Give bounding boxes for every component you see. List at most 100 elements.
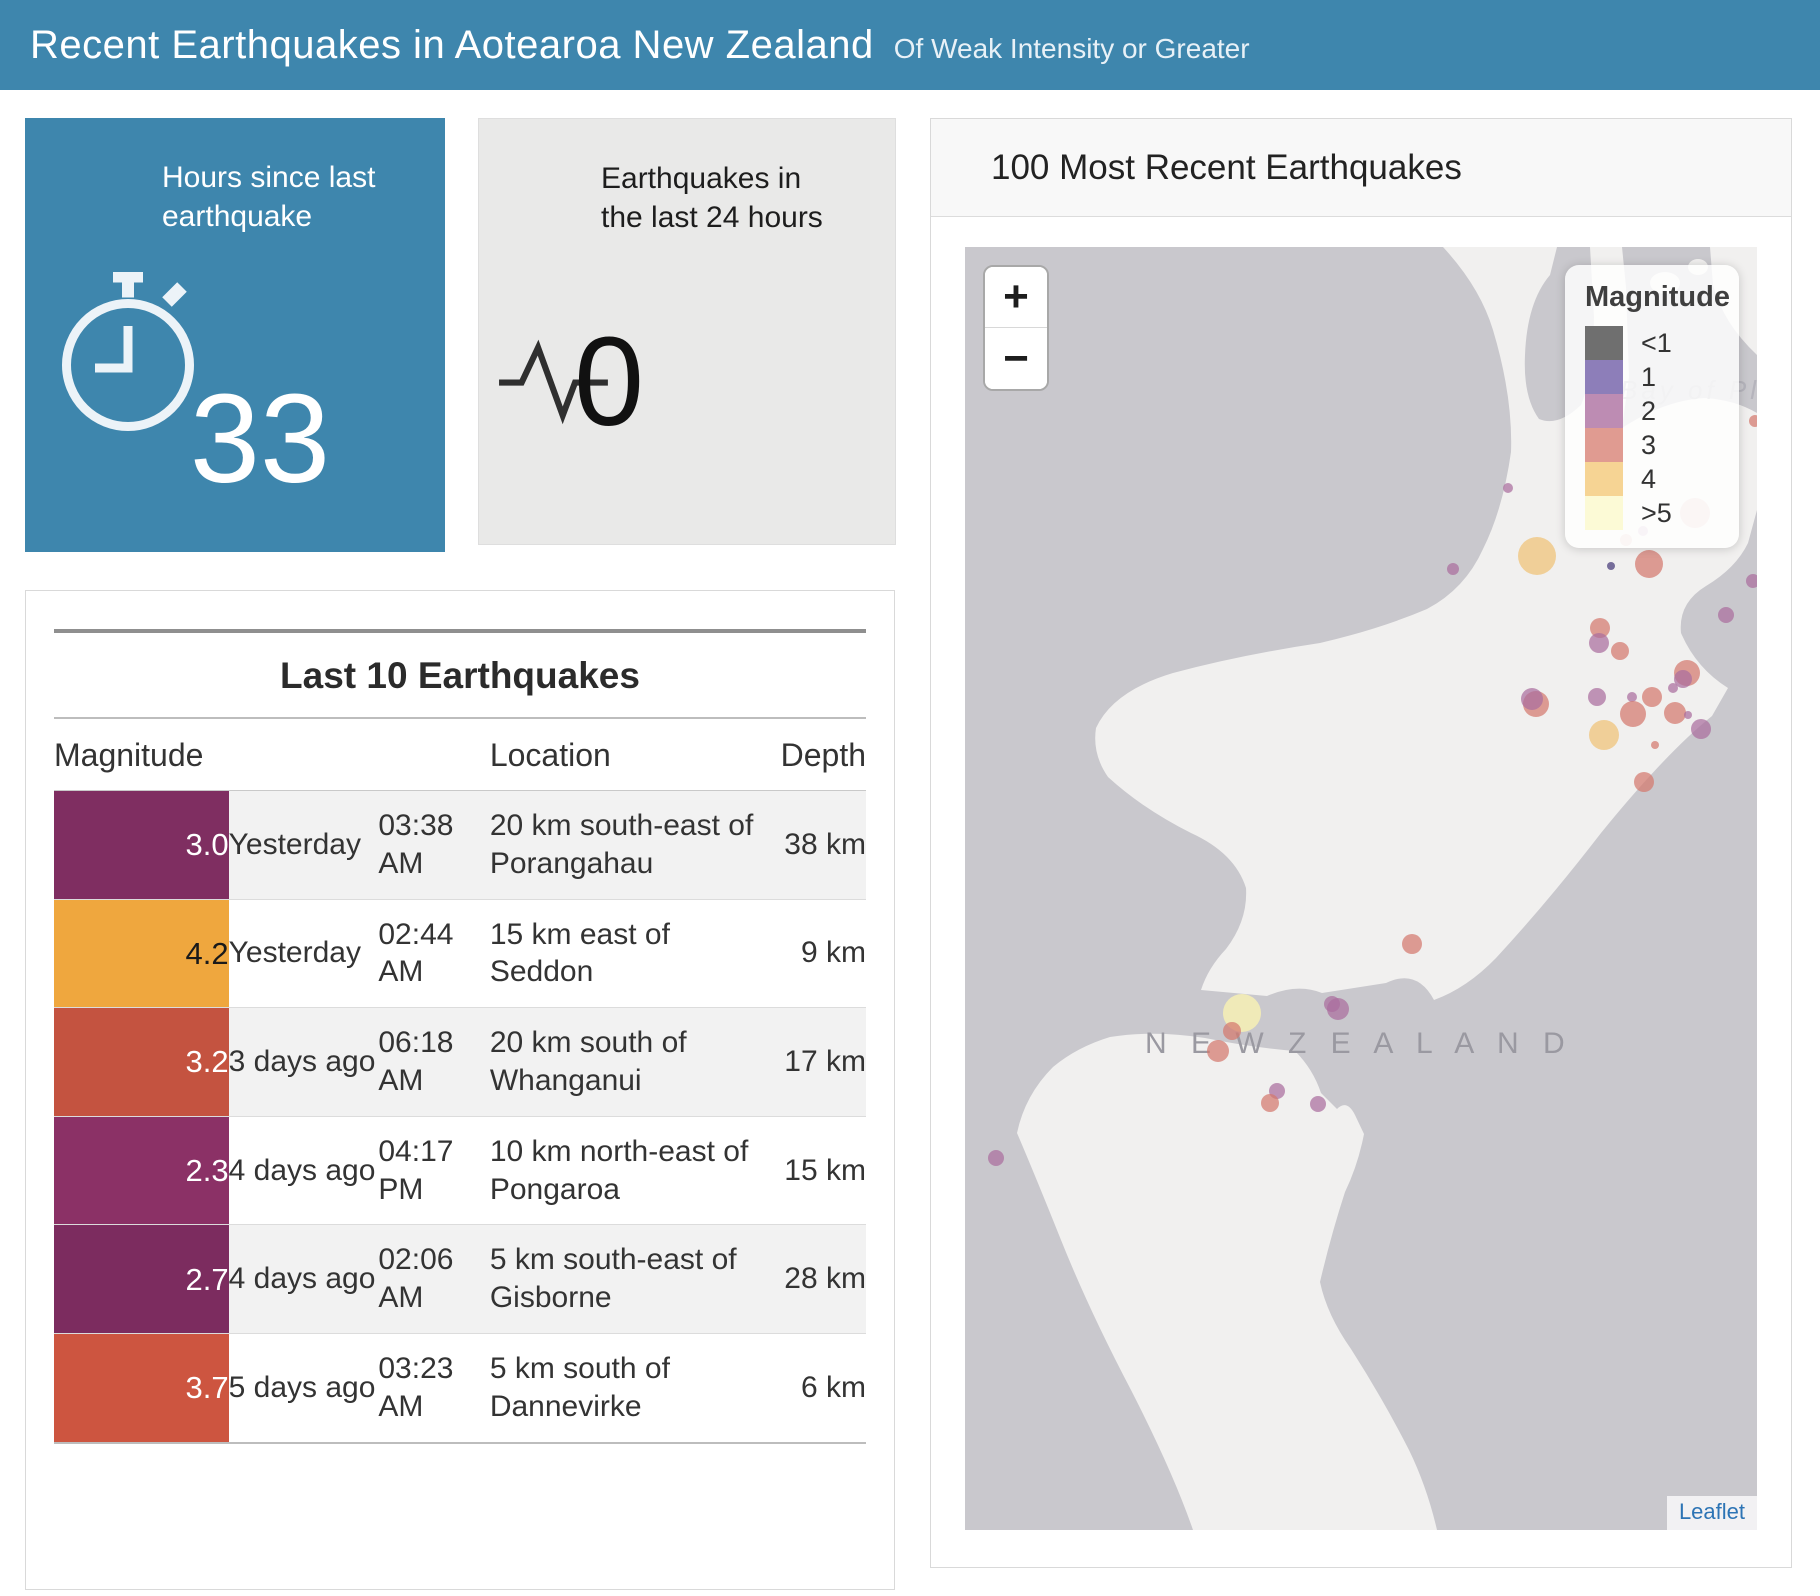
quake-row: 2.7 4 days ago 02:06 AM 5 km south-east of …: [54, 1224, 866, 1334]
page-subtitle: Of Weak Intensity or Greater: [893, 33, 1250, 64]
quake-depth: 9 km: [800, 936, 866, 970]
quake-location: 15 km east of Seddon: [489, 917, 670, 989]
legend-swatch: [1585, 428, 1623, 462]
earthquake-point[interactable]: [1327, 998, 1349, 1020]
legend-item: >5: [1585, 496, 1739, 530]
earthquake-point[interactable]: [1668, 683, 1678, 693]
quake-depth: 28 km: [784, 1262, 866, 1296]
quake-date: Yesterday: [228, 827, 361, 861]
earthquake-point[interactable]: [1651, 741, 1659, 749]
legend-swatch: [1585, 326, 1623, 360]
quake-location: 5 km south of Dannevirke: [489, 1351, 670, 1423]
earthquake-point[interactable]: [1691, 719, 1711, 739]
hours-since-value: 33: [189, 368, 331, 509]
quake-table-wrap: Last 10 Earthquakes Magnitude Location D…: [54, 629, 866, 1444]
legend-item: <1: [1585, 326, 1739, 360]
earthquake-point[interactable]: [1518, 537, 1556, 575]
quake-location: 5 km south-east of Gisborne: [489, 1243, 737, 1315]
quake-location: 20 km south of Whanganui: [489, 1026, 687, 1097]
column-header-magnitude: Magnitude: [54, 719, 229, 791]
quakes-24h-value: 0: [573, 311, 645, 452]
quakes-24h-card: Earthquakes in the last 24 hours 0: [478, 118, 896, 545]
earthquake-point[interactable]: [988, 1150, 1004, 1166]
quake-location: 20 km south-east of Porangahau: [489, 809, 754, 880]
quake-location: 10 km north-east of Pongaroa: [489, 1134, 749, 1206]
earthquake-point[interactable]: [1402, 934, 1422, 954]
legend-swatch: [1585, 394, 1623, 428]
column-header-location: Location: [489, 719, 778, 791]
earthquake-point[interactable]: [1611, 642, 1629, 660]
earthquake-point[interactable]: [1310, 1096, 1326, 1112]
earthquake-point[interactable]: [1261, 1094, 1279, 1112]
earthquake-point[interactable]: [1627, 692, 1637, 702]
magnitude-value: 3.2: [54, 1007, 229, 1117]
magnitude-legend: Magnitude <1 1 2 3 4 >5: [1565, 265, 1739, 548]
quake-depth: 17 km: [784, 1045, 866, 1079]
earthquake-point[interactable]: [1223, 1022, 1241, 1040]
hours-since-card: Hours since last earthquake 33: [25, 118, 445, 552]
earthquake-point[interactable]: [1588, 688, 1606, 706]
earthquake-point[interactable]: [1634, 772, 1654, 792]
earthquake-point[interactable]: [1589, 720, 1619, 750]
legend-label: <1: [1641, 327, 1672, 358]
zoom-out-button[interactable]: −: [985, 328, 1047, 389]
earthquake-point[interactable]: [1620, 701, 1646, 727]
legend-swatch: [1585, 496, 1623, 530]
earthquake-point[interactable]: [1607, 562, 1615, 570]
hours-since-label: Hours since last earthquake: [162, 161, 376, 233]
zoom-in-button[interactable]: +: [985, 267, 1047, 328]
earthquake-point[interactable]: [1589, 633, 1609, 653]
last-earthquakes-panel: Last 10 Earthquakes Magnitude Location D…: [25, 590, 895, 1590]
pulse-icon: [497, 334, 612, 429]
table-title: Last 10 Earthquakes: [54, 633, 866, 719]
south-island-landmass: [1017, 1033, 1437, 1530]
earthquake-point[interactable]: [1664, 702, 1686, 724]
legend-item: 1: [1585, 360, 1739, 394]
earthquake-point[interactable]: [1718, 607, 1734, 623]
earthquake-point[interactable]: [1590, 618, 1610, 638]
quakes-24h-label: Earthquakes in the last 24 hours: [601, 162, 823, 234]
earthquake-point[interactable]: [1207, 1040, 1229, 1062]
legend-item: 3: [1585, 428, 1739, 462]
earthquake-point[interactable]: [1521, 688, 1543, 710]
legend-swatch: [1585, 462, 1623, 496]
quake-date: 3 days ago: [228, 1045, 376, 1079]
magnitude-value: 2.7: [54, 1224, 229, 1334]
quake-time: 02:44 AM: [378, 917, 454, 989]
magnitude-value: 2.3: [54, 1116, 229, 1225]
earthquake-point[interactable]: [1749, 415, 1757, 427]
leaflet-link[interactable]: Leaflet: [1678, 1499, 1745, 1524]
quake-time: 02:06 AM: [378, 1243, 454, 1315]
quake-row: 3.2 3 days ago 06:18 AM 20 km south of Whan…: [54, 1007, 866, 1117]
legend-label: >5: [1641, 497, 1672, 528]
earthquake-point[interactable]: [1746, 574, 1757, 588]
app-header: Recent Earthquakes in Aotearoa New Zeala…: [0, 0, 1820, 90]
column-header-depth: Depth: [778, 719, 866, 791]
quake-row: 4.2 Yesterday 02:44 AM 15 km east of Seddon…: [54, 899, 866, 1008]
quake-date: 4 days ago: [228, 1262, 376, 1296]
earthquake-point[interactable]: [1684, 711, 1692, 719]
legend-title: Magnitude: [1585, 281, 1730, 313]
earthquake-point[interactable]: [1503, 483, 1513, 493]
legend-item: 2: [1585, 394, 1739, 428]
leaflet-map[interactable]: Bay of Ple N E W Z E A L A N D + − Magni…: [965, 247, 1757, 1530]
map-title: 100 Most Recent Earthquakes: [991, 147, 1462, 187]
legend-label: 1: [1641, 361, 1657, 392]
legend-rows: <1 1 2 3 4 >5: [1585, 326, 1739, 530]
quake-table: Magnitude Location Depth 3.0 Yesterday 03:…: [54, 719, 866, 1444]
quake-time: 04:17 PM: [378, 1134, 454, 1206]
quake-depth: 38 km: [784, 827, 866, 861]
quake-time: 03:23 AM: [378, 1351, 454, 1423]
legend-item: 4: [1585, 462, 1739, 496]
legend-label: 2: [1641, 395, 1657, 426]
recent-earthquakes-map-panel: 100 Most Recent Earthquakes Bay of Ple N…: [930, 118, 1792, 1568]
earthquake-point[interactable]: [1674, 670, 1692, 688]
map-zoom-control: + −: [983, 265, 1049, 391]
quake-date: Yesterday: [228, 936, 361, 970]
map-attribution: Leaflet: [1666, 1496, 1757, 1530]
quake-row: 3.0 Yesterday 03:38 AM 20 km south-east of …: [54, 790, 866, 900]
earthquake-point[interactable]: [1635, 550, 1663, 578]
earthquake-point[interactable]: [1447, 563, 1459, 575]
earthquake-point[interactable]: [1642, 687, 1662, 707]
quake-depth: 15 km: [784, 1153, 866, 1187]
